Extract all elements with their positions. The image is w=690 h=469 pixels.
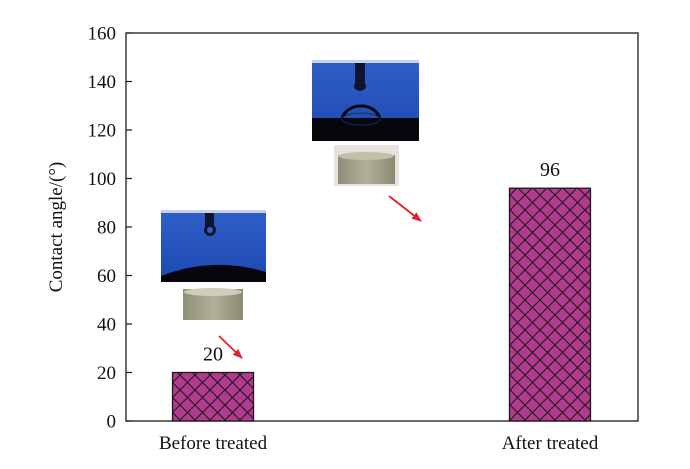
y-tick-label: 80 <box>97 218 116 239</box>
before-arrow <box>218 335 243 359</box>
bar-value-label: 20 <box>203 344 223 366</box>
y-tick-label: 100 <box>88 169 117 190</box>
bar-hatch-overlay <box>508 187 592 422</box>
after-treatment-droplet-photo <box>312 60 419 141</box>
bar-value-label: 96 <box>540 159 560 181</box>
y-tick-label: 40 <box>97 315 116 336</box>
y-tick-label: 120 <box>88 121 117 142</box>
bar-hatch-overlay <box>171 371 255 422</box>
before-treatment-sample-photo <box>183 288 243 320</box>
y-axis-ticks: 0 20 40 60 80 100 120 140 160 <box>88 24 132 433</box>
after-treatment-sample-photo <box>334 145 399 186</box>
y-axis-title: Contact angle/(°) <box>46 162 67 293</box>
y-tick-label: 160 <box>88 24 117 45</box>
y-tick-label: 140 <box>88 72 117 93</box>
x-category-label: Before treated <box>159 433 268 454</box>
bar-series <box>171 187 592 422</box>
x-category-label: After treated <box>502 433 599 454</box>
y-tick-label: 0 <box>107 412 117 433</box>
after-arrow <box>388 195 422 222</box>
y-tick-label: 60 <box>97 266 116 287</box>
x-axis-categories: Before treated After treated <box>159 433 599 454</box>
before-treatment-droplet-photo <box>161 210 266 282</box>
y-tick-label: 20 <box>97 363 116 384</box>
